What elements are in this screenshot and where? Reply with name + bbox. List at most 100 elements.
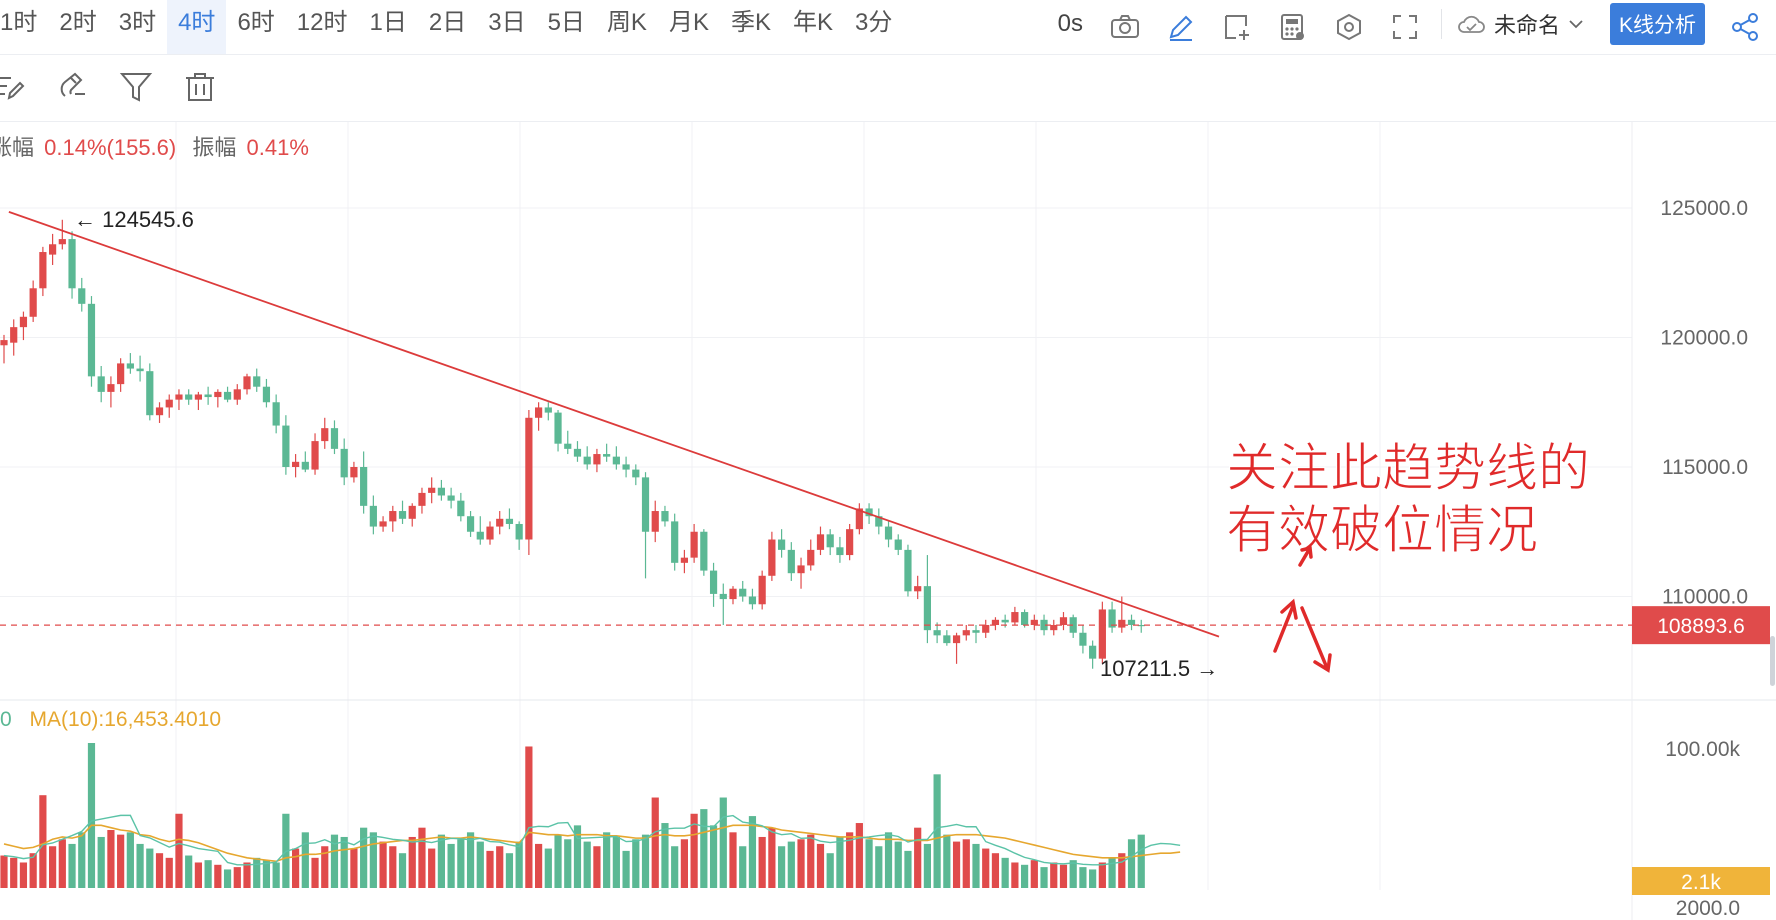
volume-value: 0	[0, 708, 12, 731]
volume-ma-label: MA(10):16,453.4010	[29, 708, 221, 731]
trash-icon[interactable]	[182, 69, 218, 105]
frame-icon[interactable]	[1220, 10, 1254, 44]
candle-body	[525, 417, 533, 540]
fullscreen-icon[interactable]	[1388, 10, 1422, 44]
candle-body	[884, 526, 893, 540]
candle-body	[816, 534, 825, 550]
interval-tab[interactable]: 3日	[488, 9, 526, 36]
candle-body	[58, 239, 66, 245]
top-toolbar: 1时 2时 3时 4时 6时 12时 1日 2日 3日 5日 周K 月K 季K 年K 3分 0s 未命名 K…	[0, 0, 1776, 55]
candle-body	[29, 288, 37, 317]
candle-body	[97, 376, 105, 392]
volume-bar	[340, 836, 348, 888]
candle-body	[875, 516, 883, 527]
volume-bar	[1137, 834, 1145, 888]
candle-body	[369, 505, 377, 527]
volume-bar	[107, 830, 115, 888]
volume-bar	[360, 827, 368, 888]
volume-bar	[447, 843, 455, 888]
candle-body	[117, 363, 125, 385]
share-icon[interactable]	[1728, 10, 1762, 44]
volume-bar	[437, 834, 445, 888]
volume-bar	[593, 846, 601, 888]
candle-body	[350, 467, 358, 478]
candle-body	[19, 316, 28, 328]
candle-body	[10, 327, 18, 343]
interval-tab[interactable]: 3分	[855, 9, 893, 36]
volume-bar	[214, 864, 222, 888]
candle-body	[593, 454, 601, 465]
volume-bar	[544, 848, 552, 888]
interval-tab[interactable]: 1日	[369, 9, 407, 36]
edit-text-icon[interactable]	[0, 69, 28, 105]
volume-bar	[709, 825, 718, 888]
volume-bar	[846, 832, 854, 888]
volume-bar	[223, 869, 232, 888]
interval-tab[interactable]: 6时	[237, 9, 275, 36]
candle-body	[962, 630, 970, 636]
volume-bar	[1089, 869, 1097, 888]
volume-bar	[243, 862, 251, 888]
trend-line[interactable]	[8, 211, 1220, 638]
candle-body	[807, 549, 815, 566]
volume-bar	[233, 867, 241, 888]
interval-tab[interactable]: 5日	[547, 9, 585, 36]
candle-body	[1040, 619, 1048, 631]
candle-body	[321, 428, 329, 442]
hexagon-settings-icon[interactable]	[1332, 10, 1366, 44]
interval-tab[interactable]: 4时	[167, 0, 227, 54]
candle-body	[583, 456, 591, 465]
volume-bar	[29, 853, 37, 888]
candle-body	[126, 363, 134, 369]
candle-body	[544, 407, 552, 413]
volume-ma10-line	[3, 824, 1181, 863]
candle-body	[282, 425, 290, 467]
candle-body	[136, 368, 144, 372]
down-arrow-shaft	[1300, 606, 1329, 670]
interval-tab[interactable]: 2日	[428, 9, 467, 36]
volume-bar	[165, 857, 173, 888]
calculator-icon[interactable]	[1276, 10, 1310, 44]
candle-body	[865, 508, 873, 517]
interval-tab[interactable]: 季K	[730, 9, 771, 36]
drawing-toolbar	[0, 55, 1776, 122]
pencil-icon[interactable]	[1164, 10, 1198, 44]
candle-body	[573, 448, 582, 457]
interval-tab[interactable]: 月K	[668, 9, 709, 36]
volume-bar	[671, 846, 679, 888]
volume-bar	[204, 860, 212, 888]
volume-bar	[19, 862, 28, 888]
interval-tab[interactable]: 周K	[606, 9, 647, 36]
kline-analysis-button[interactable]: K线分析	[1609, 3, 1705, 45]
volume-bar	[690, 813, 698, 888]
interval-tab[interactable]: 年K	[792, 9, 833, 36]
candle-body	[632, 469, 640, 478]
volume-bar	[262, 860, 271, 888]
candle-body	[972, 630, 980, 633]
volume-bar	[1040, 867, 1048, 888]
price-tick-label: 115000.0	[1662, 456, 1748, 479]
magnet-icon[interactable]	[54, 69, 90, 105]
candle-body	[836, 547, 844, 556]
price-axis-scroll-handle[interactable]	[1770, 636, 1775, 686]
candle-body	[1098, 609, 1106, 659]
camera-icon[interactable]	[1108, 10, 1142, 44]
candle-body	[680, 557, 688, 563]
change-label: 涨幅	[0, 135, 35, 160]
volume-bar	[797, 839, 805, 888]
document-name-dropdown[interactable]: 未命名	[1456, 8, 1584, 40]
interval-tab[interactable]: 12时	[296, 9, 348, 36]
interval-tab[interactable]: 2时	[59, 9, 97, 36]
volume-bar	[39, 795, 47, 888]
candle-body	[457, 500, 465, 517]
interval-tab[interactable]: 3时	[118, 9, 157, 36]
candle-body	[554, 412, 562, 444]
candle-body	[515, 523, 523, 540]
volume-bar	[1118, 853, 1126, 888]
volume-bar	[583, 841, 591, 888]
filter-icon[interactable]	[118, 69, 154, 105]
interval-tab[interactable]: 1时	[0, 9, 38, 36]
candle-body	[1079, 632, 1087, 646]
candle-body	[194, 394, 202, 400]
